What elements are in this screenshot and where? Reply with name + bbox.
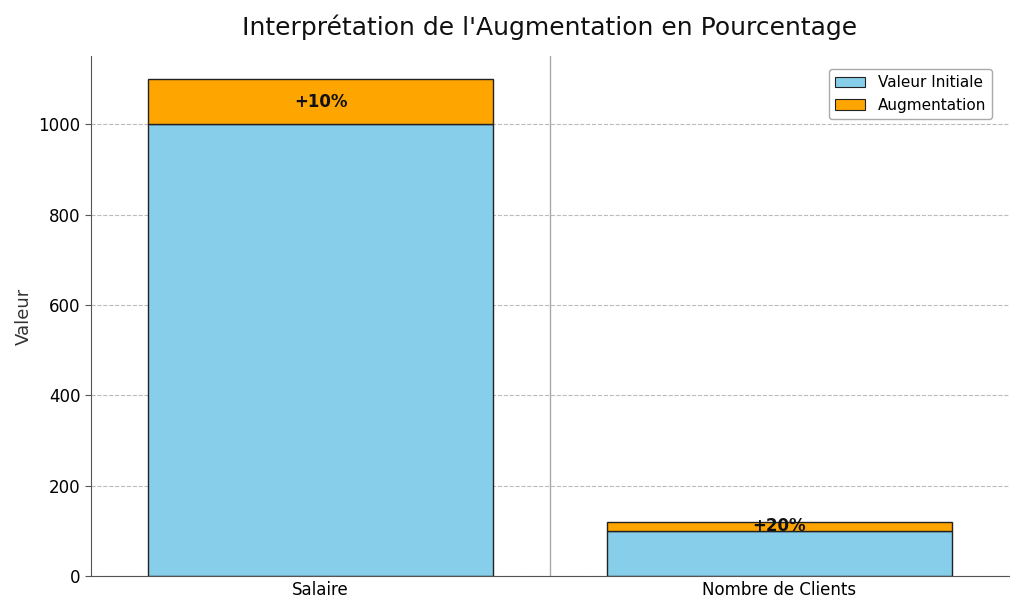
Text: +20%: +20% — [753, 518, 806, 535]
Legend: Valeur Initiale, Augmentation: Valeur Initiale, Augmentation — [828, 69, 992, 119]
Bar — [607, 531, 951, 576]
Y-axis label: Valeur: Valeur — [15, 287, 33, 345]
Bar — [148, 124, 493, 576]
Text: +10%: +10% — [294, 93, 347, 111]
Bar — [148, 79, 493, 124]
Bar — [607, 522, 951, 531]
Title: Interprétation de l'Augmentation en Pourcentage: Interprétation de l'Augmentation en Pour… — [243, 15, 858, 41]
